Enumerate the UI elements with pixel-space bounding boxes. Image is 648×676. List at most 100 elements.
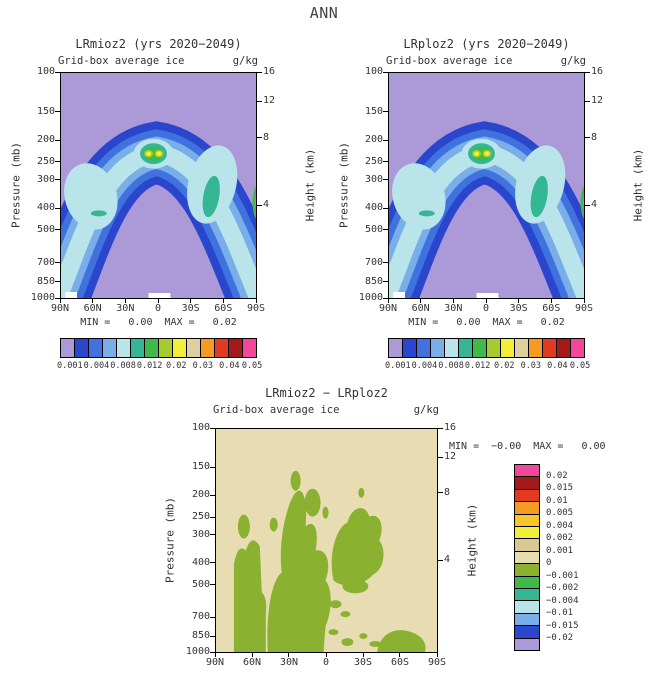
pressure-tick-mark	[55, 229, 60, 231]
page-title: ANN	[309, 4, 339, 22]
difference-key-label: 0	[546, 558, 552, 569]
difference-key-cell	[515, 551, 539, 565]
pressure-tick-mark	[55, 161, 60, 163]
pressure-tick-mark	[210, 616, 215, 618]
difference-key-cell	[515, 514, 539, 528]
latitude-tick-label: 90N	[378, 303, 398, 314]
colorbar-cell	[389, 339, 403, 357]
latitude-tick-label: 30S	[181, 303, 200, 314]
colorbar-cell	[229, 339, 243, 357]
height-tick-label: 12	[263, 95, 276, 107]
pressure-tick-mark	[55, 71, 60, 73]
difference-key-cell	[515, 502, 539, 515]
pressure-tick-mark	[383, 139, 388, 141]
pressure-tick-mark	[383, 262, 388, 264]
height-tick-label: 12	[444, 451, 457, 463]
pressure-tick-mark	[55, 179, 60, 181]
colorbar-cell	[215, 339, 229, 357]
difference-key-label: 0.002	[546, 533, 574, 544]
colorbar-cell	[159, 339, 173, 357]
colorbar-cell	[145, 339, 159, 357]
latitude-tick-label: 30N	[116, 303, 135, 314]
colorbar-cell	[543, 339, 557, 357]
units-label: g/kg	[232, 55, 258, 67]
pressure-tick-label: 300	[364, 173, 383, 185]
difference-key-label: −0.01	[546, 608, 574, 619]
pressure-tick-label: 200	[191, 489, 210, 501]
latitude-tick-mark	[59, 299, 61, 303]
pressure-tick-mark	[55, 139, 60, 141]
latitude-tick-mark	[251, 653, 253, 657]
colorbar-tick-label: 0.02	[493, 361, 515, 371]
colorbar-cell	[75, 339, 89, 357]
height-tick-label: 16	[444, 422, 457, 433]
difference-key-cell	[515, 465, 539, 478]
height-tick-label: 4	[263, 199, 270, 211]
height-tick-label: 4	[444, 554, 451, 566]
pressure-tick-mark	[383, 179, 388, 181]
pressure-tick-label: 150	[191, 461, 210, 473]
pressure-tick-label: 250	[36, 155, 55, 167]
colorbar-cell	[473, 339, 487, 357]
pressure-tick-label: 500	[36, 223, 55, 235]
pressure-tick-label: 200	[364, 134, 383, 146]
colorbar-cell	[529, 339, 543, 357]
pressure-tick-mark	[210, 427, 215, 429]
pressure-tick-label: 150	[36, 105, 55, 117]
latitude-tick-label: 90N	[50, 303, 70, 314]
difference-key-cell	[515, 638, 539, 651]
pressure-tick-mark	[210, 466, 215, 468]
pressure-tick-mark	[55, 297, 60, 299]
latitude-tick-mark	[485, 299, 487, 303]
latitude-tick-label: 90S	[574, 303, 594, 314]
colorbar-tick-label: 0.02	[165, 361, 187, 371]
latitude-tick-label: 30S	[509, 303, 528, 314]
pressure-tick-label: 1000	[358, 292, 383, 303]
latitude-tick-mark	[518, 299, 520, 303]
difference-key-label: −0.002	[546, 583, 579, 594]
minmax-label-lrploz2: MIN = 0.00 MAX = 0.02	[408, 317, 565, 328]
latitude-tick-label: 60S	[214, 303, 233, 314]
field-units-row: Grid-box average ice g/kg	[213, 404, 439, 416]
latitude-tick-label: 60N	[242, 657, 262, 668]
pressure-tick-label: 500	[364, 223, 383, 235]
colorbar-tick-label: 0.012	[464, 361, 491, 371]
latitude-tick-label: 90S	[427, 657, 447, 668]
latitude-tick-mark	[214, 653, 216, 657]
colorbar-tick-label: 0.04	[219, 361, 240, 371]
pressure-tick-mark	[210, 651, 215, 653]
pressure-tick-label: 700	[191, 611, 210, 623]
pressure-tick-label: 400	[364, 202, 383, 214]
colorbar-tick-label: 0.012	[136, 361, 163, 371]
pressure-tick-mark	[210, 494, 215, 496]
field-label: Grid-box average ice	[213, 404, 340, 416]
colorbar-lrmioz2	[60, 338, 257, 358]
colorbar-cell	[131, 339, 145, 357]
pressure-tick-mark	[55, 281, 60, 283]
field-label: Grid-box average ice	[58, 55, 185, 67]
latitude-tick-label: 60S	[542, 303, 561, 314]
height-tick-label: 8	[591, 131, 598, 143]
pressure-tick-mark	[210, 584, 215, 586]
minmax-label-lrmioz2: MIN = 0.00 MAX = 0.02	[80, 317, 237, 328]
pressure-axis-label: Pressure (mb)	[9, 141, 23, 229]
colorbar-cell	[501, 339, 515, 357]
colorbar-tick-label: 0.004	[411, 361, 438, 371]
colorbar-cell	[459, 339, 473, 357]
colorbar-cell	[445, 339, 459, 357]
colorbar-tick-label: 0.008	[110, 361, 136, 371]
difference-key-label: −0.02	[546, 633, 574, 644]
pressure-tick-label: 850	[191, 630, 210, 642]
difference-key-cell	[515, 564, 539, 577]
pressure-tick-label: 300	[191, 528, 210, 540]
latitude-tick-label: 30N	[444, 303, 463, 314]
difference-key-cell	[515, 576, 539, 590]
pressure-tick-label: 1000	[185, 646, 210, 657]
latitude-tick-label: 60S	[390, 657, 410, 668]
latitude-tick-mark	[436, 653, 438, 657]
colorbar-cell	[173, 339, 187, 357]
height-tick-mark	[257, 71, 262, 73]
height-axis-label: Height (km)	[465, 503, 479, 577]
pressure-tick-mark	[383, 297, 388, 299]
pressure-tick-mark	[55, 207, 60, 209]
